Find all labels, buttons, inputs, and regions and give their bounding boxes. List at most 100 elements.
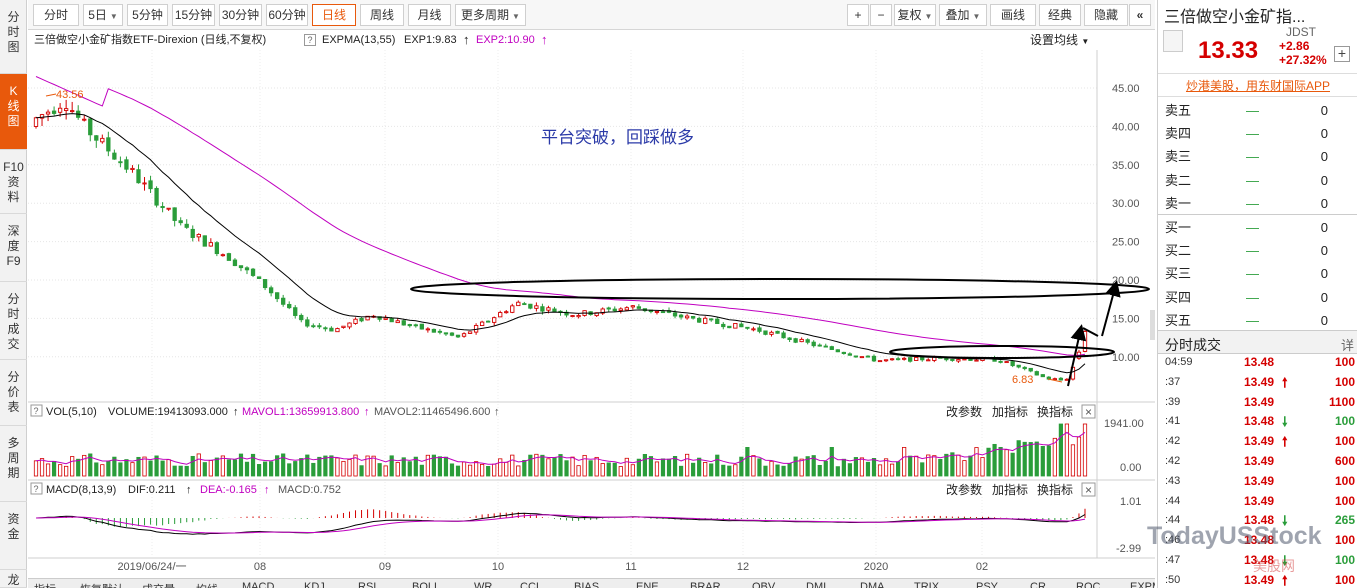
indicator-tab-7[interactable]: BOLL (412, 581, 441, 588)
tick-row: :50 13.49 🠕 100 (1158, 571, 1357, 588)
candle-body (401, 320, 406, 326)
left-tab-0[interactable]: 分时图 (0, 0, 27, 74)
svg-text:↑: ↑ (186, 484, 192, 496)
volume-bar (841, 458, 846, 477)
volume-bar (660, 458, 666, 477)
add-watchlist-icon[interactable]: + (1334, 46, 1350, 62)
macd-sub-button-2[interactable]: 换指标 (1037, 482, 1073, 497)
period-3-button[interactable]: 15分钟 (172, 4, 215, 26)
left-tab-3[interactable]: 深度 F9 (0, 214, 27, 282)
volume-bar (600, 463, 605, 477)
period-7-button[interactable]: 周线 (360, 4, 404, 26)
volume-bar (214, 457, 219, 477)
period-0-button[interactable]: 分时 (33, 4, 79, 26)
panel-collapse-handle[interactable] (1150, 310, 1155, 340)
vol-close-icon[interactable] (1081, 404, 1096, 419)
annotation-text: 平台突破，回踩做多 (541, 128, 694, 147)
volume-bar (648, 456, 654, 477)
indicator-tab-18[interactable]: CR (1030, 581, 1046, 588)
period-2-button[interactable]: 5分钟 (127, 4, 168, 26)
indicator-tab-13[interactable]: OBV (752, 581, 776, 588)
toolbar-btn-6[interactable]: 隐藏 (1084, 4, 1128, 26)
indicator-tab-6[interactable]: RSI (358, 581, 377, 588)
kline-chart[interactable]: 45.0040.0035.0030.0025.0020.0015.0010.00… (28, 30, 1155, 578)
toolbar-btn-4[interactable]: 画线 (990, 4, 1036, 26)
indicator-tab-4[interactable]: MACD (242, 581, 275, 588)
left-tab-4[interactable]: 分时成交 (0, 282, 27, 360)
toolbar-btn-3[interactable]: 叠加 ▼ (939, 4, 987, 26)
collapse-icon[interactable]: « (1129, 4, 1151, 26)
help-icon[interactable]: ? (304, 34, 316, 46)
indicator-tab-15[interactable]: DMA (860, 581, 885, 588)
indicator-tab-5[interactable]: KDJ (304, 581, 325, 588)
exp2-line (35, 76, 1086, 356)
promo-link[interactable]: 炒港美股，用东财国际APP (1158, 73, 1357, 97)
candle-body (781, 332, 786, 339)
period-9-button[interactable]: 更多周期 ▼ (455, 4, 526, 26)
period-6-button[interactable]: 日线 (312, 4, 356, 26)
volume-bar (178, 465, 183, 477)
indicator-tab-1[interactable]: 恢复默认 (80, 581, 124, 588)
vol-sub-button-0[interactable]: 改参数 (946, 404, 982, 419)
period-8-button[interactable]: 月线 (408, 4, 451, 26)
period-5-button[interactable]: 60分钟 (266, 4, 308, 26)
indicator-tab-14[interactable]: DMI (806, 581, 827, 588)
indicator-tab-0[interactable]: 指标 (34, 581, 56, 588)
candle-body (624, 307, 629, 311)
expma-label[interactable]: EXPMA(13,55) (322, 34, 396, 46)
tick-price: 13.49 (1244, 572, 1275, 587)
tick-price: 13.49 (1244, 374, 1275, 389)
date-tick-label: 2019/06/24/一 (117, 561, 186, 573)
volume-bar (697, 457, 702, 477)
indicator-tab-11[interactable]: ENE (636, 581, 659, 588)
indicator-tab-9[interactable]: CCI (520, 581, 539, 588)
toolbar-btn-2[interactable]: 复权 ▼ (894, 4, 936, 26)
candle-body (455, 334, 461, 338)
left-tab-8[interactable]: 龙 (0, 570, 27, 588)
candle-body (769, 331, 774, 335)
indicator-tab-10[interactable]: BIAS (574, 581, 600, 588)
macd-close-icon[interactable] (1081, 482, 1096, 497)
candle-body (51, 110, 57, 114)
toolbar-btn-5[interactable]: 经典 (1039, 4, 1081, 26)
volume-bar (678, 465, 684, 477)
settings-ma-button[interactable]: 设置均线 ▼ (1030, 33, 1090, 47)
indicator-tab-17[interactable]: PSY (976, 581, 999, 588)
volume-bar (419, 464, 424, 477)
volume-bar (220, 455, 225, 477)
indicator-tab-8[interactable]: WR (474, 581, 493, 588)
volume-bar (473, 461, 479, 477)
left-tab-7[interactable]: 资金 (0, 502, 27, 570)
svg-text:↑: ↑ (233, 406, 239, 418)
ticks-detail-button[interactable]: 详 (1340, 338, 1354, 353)
period-1-button[interactable]: 5日 ▼ (83, 4, 123, 26)
volume-bar (781, 465, 786, 477)
toolbar-btn-1[interactable]: − (870, 4, 892, 26)
left-tab-2[interactable]: F10 资料 (0, 150, 27, 214)
indicator-tab-16[interactable]: TRIX (914, 581, 940, 588)
tick-volume: 100 (1334, 434, 1355, 449)
left-tab-6[interactable]: 多周期 (0, 426, 27, 502)
indicator-tab-2[interactable]: 成交量 (142, 581, 175, 588)
expand-arrow-icon[interactable] (1163, 30, 1183, 52)
candle-body (817, 344, 822, 347)
indicator-tab-20[interactable]: EXPMA (1130, 581, 1155, 588)
period-4-button[interactable]: 30分钟 (219, 4, 262, 26)
vol-sub-button-2[interactable]: 换指标 (1037, 404, 1073, 419)
indicator-tab-3[interactable]: 均线 (196, 581, 218, 588)
vol-sub-button-1[interactable]: 加指标 (992, 404, 1028, 419)
volume-bar (256, 464, 262, 477)
candle-body (244, 267, 250, 271)
macd-sub-button-0[interactable]: 改参数 (946, 482, 982, 497)
up-arrow-icon: 🠕 (1282, 374, 1288, 390)
volume-bar (1040, 446, 1045, 477)
candle-body (293, 307, 298, 316)
tick-volume: 100 (1334, 572, 1355, 587)
left-tab-5[interactable]: 分价表 (0, 360, 27, 426)
indicator-tab-12[interactable]: BRAR (690, 581, 721, 588)
indicator-tab-19[interactable]: ROC (1076, 581, 1101, 588)
macd-sub-button-1[interactable]: 加指标 (992, 482, 1028, 497)
toolbar-btn-0[interactable]: + (847, 4, 869, 26)
volume-bar (1028, 442, 1033, 477)
